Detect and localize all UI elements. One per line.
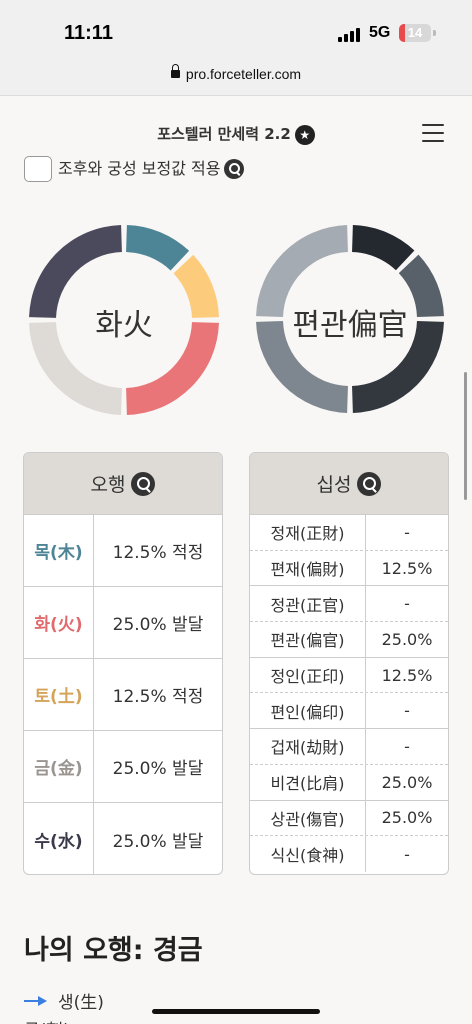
table-row: 정재(正財) - bbox=[250, 515, 448, 551]
sipsung-value: 25.0% bbox=[381, 772, 433, 792]
element-value: 12.5% 적정 bbox=[112, 687, 204, 707]
signal-icon bbox=[338, 26, 362, 42]
battery-icon: 14 bbox=[399, 24, 431, 42]
sipsung-value: - bbox=[404, 736, 410, 756]
home-indicator[interactable] bbox=[152, 1009, 320, 1014]
ohaeng-donut-segment-4 bbox=[29, 322, 122, 415]
table-row: 상관(傷官) 25.0% bbox=[250, 800, 448, 837]
table-row: 식신(食神) - bbox=[250, 836, 448, 872]
sipsung-name: 식신(食神) bbox=[250, 836, 366, 872]
table-row: 비견(比肩) 25.0% bbox=[250, 764, 448, 801]
battery-tip bbox=[433, 30, 436, 36]
sipsung-donut-segment-2 bbox=[398, 254, 444, 317]
scrollbar[interactable] bbox=[464, 372, 467, 500]
table-row: 겁재(劫財) - bbox=[250, 729, 448, 765]
sipsung-value: - bbox=[404, 844, 410, 864]
sipsung-value: - bbox=[404, 594, 410, 614]
element-name: 수(水) bbox=[24, 803, 94, 874]
element-value: 25.0% 발달 bbox=[112, 759, 204, 779]
hamburger-menu-icon[interactable] bbox=[422, 124, 444, 142]
table-row: 목(木) 12.5% 적정 bbox=[24, 515, 222, 587]
app-title-text: 포스텔러 만세력 2.2 bbox=[157, 125, 291, 143]
legend-saeng-label: 생(生) bbox=[58, 993, 104, 1013]
correction-label: 조후와 궁성 보정값 적용 bbox=[58, 155, 245, 180]
sipsung-value: 25.0% bbox=[381, 808, 433, 828]
table-row: 정관(正官) - bbox=[250, 586, 448, 623]
element-value: 25.0% 발달 bbox=[112, 831, 204, 852]
table-row: 정인(正印) 12.5% bbox=[250, 657, 448, 694]
table-row: 화(火) 25.0% 발달 bbox=[24, 587, 222, 659]
table-row: 수(水) 25.0% 발달 bbox=[24, 803, 222, 874]
ohaeng-table: 오행 목(木) 12.5% 적정 화(火) 25.0% 발달 토(土) 12.5% 적정 금… bbox=[23, 452, 223, 875]
legend-geuk: 극(剋) bbox=[24, 1016, 70, 1024]
ohaeng-donut-segment-1 bbox=[126, 225, 190, 271]
sipsung-donut-segment-5 bbox=[256, 225, 348, 317]
sipsung-name: 비견(比肩) bbox=[250, 764, 366, 800]
ohaeng-donut-segment-3 bbox=[126, 322, 219, 415]
status-time: 11:11 bbox=[64, 22, 113, 44]
browser-url-bar[interactable]: pro.forceteller.com bbox=[0, 58, 472, 96]
search-icon[interactable] bbox=[131, 471, 156, 496]
network-label: 5G bbox=[369, 24, 391, 41]
sipsung-title: 십성 bbox=[316, 474, 352, 496]
element-name: 토(土) bbox=[24, 659, 94, 730]
sipsung-name: 편재(偏財) bbox=[250, 550, 366, 586]
lock-icon bbox=[170, 64, 180, 79]
ohaeng-title: 오행 bbox=[90, 474, 126, 496]
sipsung-donut-chart bbox=[256, 225, 444, 413]
search-icon[interactable] bbox=[357, 471, 382, 496]
ohaeng-donut-segment-2 bbox=[173, 254, 219, 318]
sipsung-donut-segment-3 bbox=[352, 321, 444, 413]
element-name: 화(火) bbox=[24, 587, 94, 658]
search-icon[interactable] bbox=[224, 159, 245, 180]
table-row: 편재(偏財) 12.5% bbox=[250, 550, 448, 587]
sipsung-name: 정인(正印) bbox=[250, 657, 366, 693]
table-row: 토(土) 12.5% 적정 bbox=[24, 659, 222, 731]
correction-checkbox[interactable] bbox=[24, 156, 52, 182]
sipsung-table: 십성 정재(正財) - 편재(偏財) 12.5% 정관(正官) - 편관(偏官) 25.0% 정… bbox=[249, 452, 449, 875]
sipsung-name: 겁재(劫財) bbox=[250, 729, 366, 764]
sipsung-name: 상관(傷官) bbox=[250, 800, 366, 836]
battery-level: 14 bbox=[407, 25, 423, 40]
url-text-wrap[interactable]: pro.forceteller.com bbox=[0, 64, 472, 82]
url-text[interactable]: pro.forceteller.com bbox=[185, 66, 302, 82]
table-row: 금(金) 25.0% 발달 bbox=[24, 731, 222, 803]
ohaeng-table-header: 오행 bbox=[24, 453, 222, 515]
legend-saeng: 생(生) bbox=[24, 988, 104, 1013]
sipsung-value: 12.5% bbox=[381, 558, 433, 578]
sipsung-value: - bbox=[404, 522, 410, 542]
sipsung-donut-segment-1 bbox=[352, 225, 415, 271]
sipsung-name: 편관(偏官) bbox=[250, 622, 366, 657]
section-title: 나의 오행: 경금 bbox=[24, 935, 203, 966]
ohaeng-donut-chart bbox=[29, 225, 219, 415]
sipsung-name: 정관(正官) bbox=[250, 586, 366, 622]
sipsung-rows: 정재(正財) - 편재(偏財) 12.5% 정관(正官) - 편관(偏官) 25.0% 정인(正… bbox=[250, 515, 448, 872]
app-title: 포스텔러 만세력 2.2 ★ bbox=[0, 123, 472, 145]
sipsung-donut-label: 편관偏官 bbox=[292, 308, 408, 343]
sipsung-table-header: 십성 bbox=[250, 453, 448, 515]
element-name: 목(木) bbox=[24, 515, 94, 586]
table-row: 편관(偏官) 25.0% bbox=[250, 622, 448, 658]
ohaeng-donut-segment-5 bbox=[29, 225, 122, 318]
sipsung-name: 정재(正財) bbox=[250, 515, 366, 550]
star-icon: ★ bbox=[294, 124, 315, 145]
correction-label-text: 조후와 궁성 보정값 적용 bbox=[58, 158, 221, 178]
sipsung-name: 편인(偏印) bbox=[250, 693, 366, 729]
sipsung-value: 12.5% bbox=[381, 665, 433, 685]
correction-option[interactable]: 조후와 궁성 보정값 적용 bbox=[24, 156, 245, 188]
ohaeng-rows: 목(木) 12.5% 적정 화(火) 25.0% 발달 토(土) 12.5% 적정 금(金)… bbox=[24, 515, 222, 874]
status-bar: 11:11 5G 14 bbox=[0, 0, 472, 58]
element-name: 금(金) bbox=[24, 731, 94, 802]
ohaeng-donut-label: 화火 bbox=[95, 308, 153, 343]
element-value: 25.0% 발달 bbox=[112, 615, 204, 635]
element-value: 12.5% 적정 bbox=[112, 543, 204, 563]
blue-arrow-icon bbox=[24, 995, 48, 1007]
sipsung-value: 25.0% bbox=[381, 629, 433, 649]
sipsung-donut-segment-4 bbox=[256, 321, 348, 413]
sipsung-value: - bbox=[404, 701, 410, 721]
table-row: 편인(偏印) - bbox=[250, 693, 448, 730]
